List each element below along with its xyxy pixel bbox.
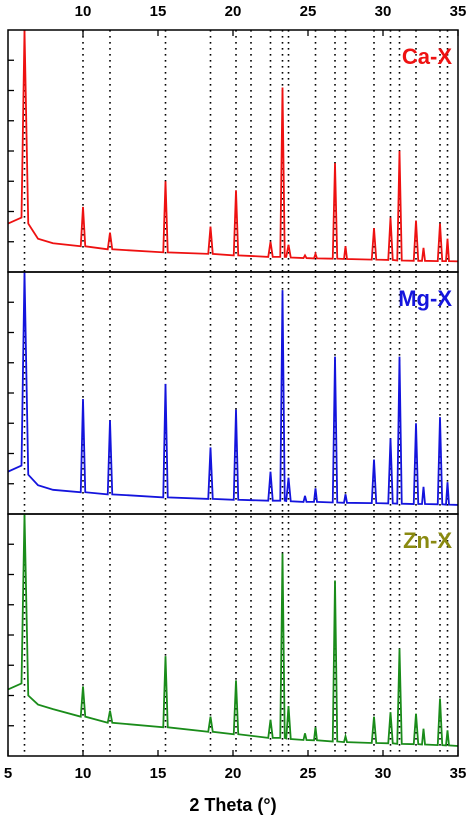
x-axis-label: 2 Theta (°) (189, 795, 276, 815)
xrd-pattern (8, 514, 458, 747)
panel-title: Ca-X (402, 44, 452, 69)
x-tick-label: 20 (225, 3, 242, 20)
x-tick-label: 20 (225, 765, 242, 782)
x-tick-label: 25 (300, 765, 317, 782)
x-tick-label: 10 (75, 3, 92, 20)
xrd-pattern (8, 30, 458, 263)
x-tick-label: 15 (150, 765, 167, 782)
panel-title: Zn-X (403, 528, 452, 553)
x-tick-label: 5 (4, 765, 12, 782)
x-tick-label: 30 (375, 765, 392, 782)
x-tick-label: 35 (450, 765, 467, 782)
x-tick-label: 10 (75, 765, 92, 782)
x-tick-label: 35 (450, 3, 467, 20)
x-tick-label: 15 (150, 3, 167, 20)
panel-title: Mg-X (398, 286, 452, 311)
xrd-pattern (8, 272, 458, 506)
x-tick-label: 25 (300, 3, 317, 20)
panel-frame (7, 271, 459, 515)
x-tick-label: 30 (375, 3, 392, 20)
